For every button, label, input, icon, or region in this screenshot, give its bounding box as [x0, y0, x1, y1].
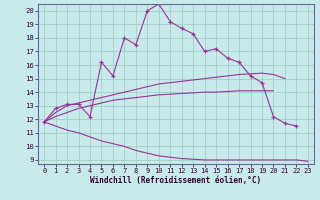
- X-axis label: Windchill (Refroidissement éolien,°C): Windchill (Refroidissement éolien,°C): [91, 176, 261, 185]
